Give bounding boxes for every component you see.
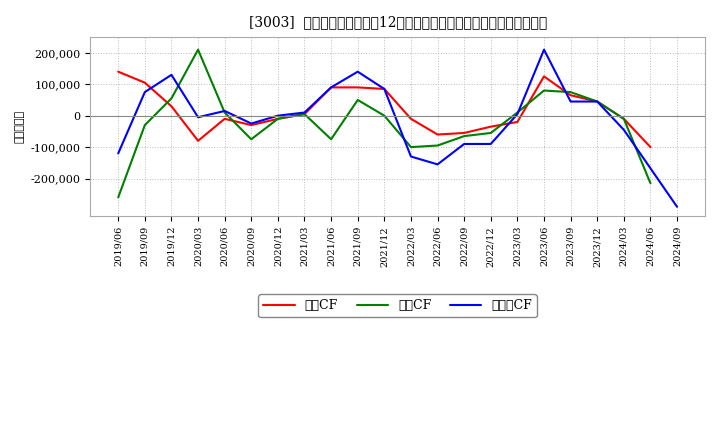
営業CF xyxy=(540,74,549,79)
投資CF xyxy=(194,47,202,52)
フリーCF xyxy=(460,141,469,147)
フリーCF xyxy=(274,113,282,118)
Y-axis label: （百万円）: （百万円） xyxy=(15,110,25,143)
投資CF xyxy=(114,195,122,200)
Line: 投資CF: 投資CF xyxy=(118,50,650,198)
投資CF xyxy=(619,116,628,121)
フリーCF xyxy=(327,85,336,90)
Line: 営業CF: 営業CF xyxy=(118,72,650,147)
Title: [3003]  キャッシュフローの12か月移動合計の対前年同期増減額の推移: [3003] キャッシュフローの12か月移動合計の対前年同期増減額の推移 xyxy=(248,15,546,29)
営業CF xyxy=(194,138,202,143)
フリーCF xyxy=(194,114,202,120)
投資CF xyxy=(274,116,282,121)
営業CF xyxy=(274,116,282,121)
投資CF xyxy=(354,97,362,103)
営業CF xyxy=(140,80,149,85)
フリーCF xyxy=(300,110,309,115)
営業CF xyxy=(167,103,176,109)
投資CF xyxy=(567,89,575,95)
フリーCF xyxy=(114,151,122,156)
営業CF xyxy=(646,144,654,150)
営業CF xyxy=(114,69,122,74)
投資CF xyxy=(380,113,389,118)
営業CF xyxy=(460,130,469,136)
営業CF xyxy=(567,92,575,98)
フリーCF xyxy=(433,162,442,167)
投資CF xyxy=(513,110,522,115)
フリーCF xyxy=(167,72,176,77)
投資CF xyxy=(407,144,415,150)
投資CF xyxy=(300,111,309,117)
フリーCF xyxy=(540,47,549,52)
フリーCF xyxy=(407,154,415,159)
投資CF xyxy=(433,143,442,148)
フリーCF xyxy=(593,99,601,104)
営業CF xyxy=(354,85,362,90)
Legend: 営業CF, 投資CF, フリーCF: 営業CF, 投資CF, フリーCF xyxy=(258,294,537,317)
Line: フリーCF: フリーCF xyxy=(118,50,677,207)
フリーCF xyxy=(380,86,389,92)
フリーCF xyxy=(619,127,628,132)
投資CF xyxy=(487,130,495,136)
フリーCF xyxy=(672,204,681,209)
フリーCF xyxy=(140,89,149,95)
フリーCF xyxy=(247,121,256,126)
投資CF xyxy=(327,136,336,142)
投資CF xyxy=(140,122,149,128)
営業CF xyxy=(407,116,415,121)
投資CF xyxy=(646,180,654,186)
投資CF xyxy=(167,96,176,101)
営業CF xyxy=(300,111,309,117)
投資CF xyxy=(247,136,256,142)
フリーCF xyxy=(513,111,522,117)
投資CF xyxy=(593,99,601,104)
営業CF xyxy=(433,132,442,137)
営業CF xyxy=(487,124,495,129)
営業CF xyxy=(593,99,601,104)
フリーCF xyxy=(354,69,362,74)
フリーCF xyxy=(567,99,575,104)
営業CF xyxy=(380,86,389,92)
投資CF xyxy=(460,133,469,139)
営業CF xyxy=(619,116,628,121)
営業CF xyxy=(513,119,522,125)
営業CF xyxy=(327,85,336,90)
フリーCF xyxy=(220,108,229,114)
投資CF xyxy=(220,110,229,115)
営業CF xyxy=(220,116,229,121)
投資CF xyxy=(540,88,549,93)
フリーCF xyxy=(487,141,495,147)
営業CF xyxy=(247,122,256,128)
